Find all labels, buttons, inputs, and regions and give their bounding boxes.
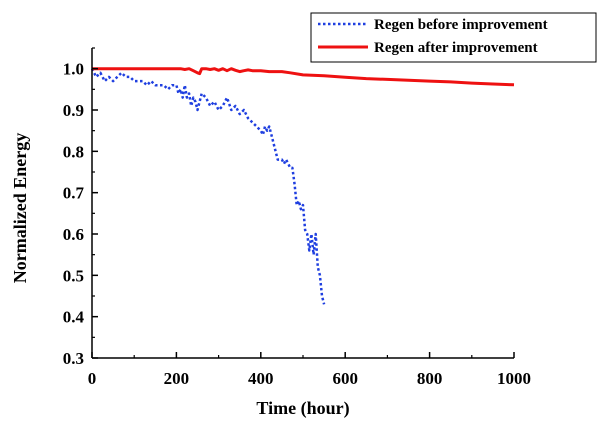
y-tick-label: 1.0	[63, 60, 84, 79]
legend-label-before: Regen before improvement	[374, 17, 548, 33]
series-line-1	[92, 67, 515, 87]
legend-box	[310, 12, 597, 63]
y-tick-label: 0.9	[63, 101, 84, 120]
legend-label-after: Regen after improvement	[374, 40, 538, 56]
x-tick-label: 800	[417, 369, 443, 388]
x-tick-label: 0	[88, 369, 97, 388]
x-tick-label: 400	[248, 369, 274, 388]
y-tick-label: 0.4	[63, 308, 85, 327]
y-tick-label: 0.8	[63, 142, 84, 161]
x-axis-title: Time (hour)	[256, 398, 349, 419]
x-tick-label: 1000	[497, 369, 531, 388]
ticks-layer: 0 200 400 600 800 1000 0.3 0.4 0.5 0.6 0.7 0.8 0.9 1.…	[63, 47, 531, 388]
y-axis-title: Normalized Energy	[10, 133, 30, 283]
series-layer	[90, 67, 515, 305]
x-tick-label: 200	[164, 369, 190, 388]
y-tick-label: 0.6	[63, 225, 84, 244]
legend: Regen before improvement Regen after imp…	[310, 12, 597, 63]
y-tick-label: 0.5	[63, 266, 84, 285]
series-line-0	[90, 68, 326, 305]
y-tick-label: 0.3	[63, 349, 84, 368]
y-tick-label: 0.7	[63, 184, 85, 203]
axes-layer	[91, 48, 514, 359]
x-tick-label: 600	[332, 369, 358, 388]
